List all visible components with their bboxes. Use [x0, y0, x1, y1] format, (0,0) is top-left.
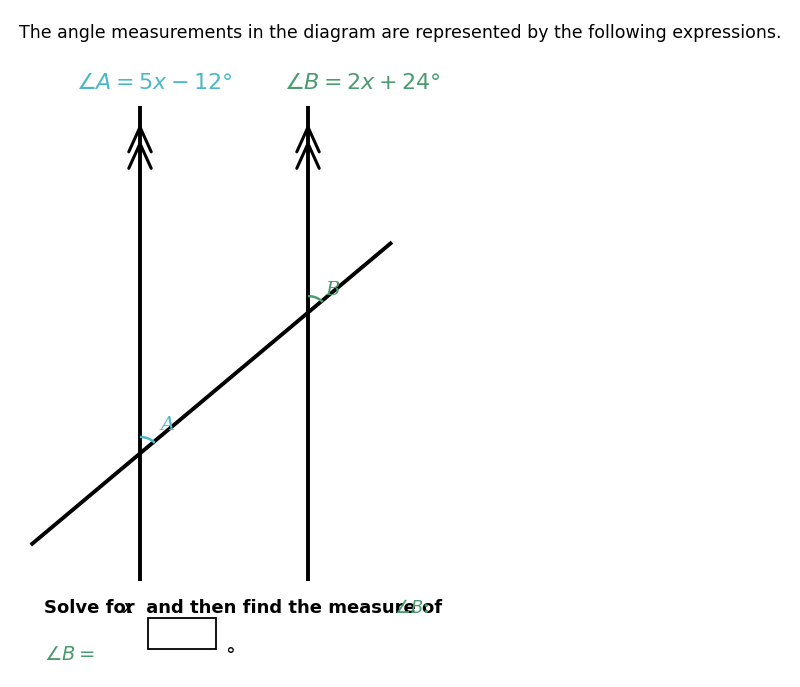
Text: $\angle B = 2x + 24°$: $\angle B = 2x + 24°$ [284, 72, 441, 94]
Text: and then find the measure of: and then find the measure of [140, 599, 448, 617]
Text: B: B [326, 281, 340, 299]
Text: $\angle B$:: $\angle B$: [394, 599, 430, 617]
Text: $x$: $x$ [122, 599, 136, 617]
Text: A: A [161, 416, 175, 434]
Text: $\angle B =$: $\angle B =$ [44, 646, 95, 664]
Text: The angle measurements in the diagram are represented by the following expressio: The angle measurements in the diagram ar… [18, 24, 782, 42]
FancyBboxPatch shape [148, 618, 216, 649]
Text: °: ° [226, 646, 235, 665]
Text: Solve for: Solve for [44, 599, 141, 617]
Text: $\angle A = 5x - 12°$: $\angle A = 5x - 12°$ [76, 72, 233, 94]
